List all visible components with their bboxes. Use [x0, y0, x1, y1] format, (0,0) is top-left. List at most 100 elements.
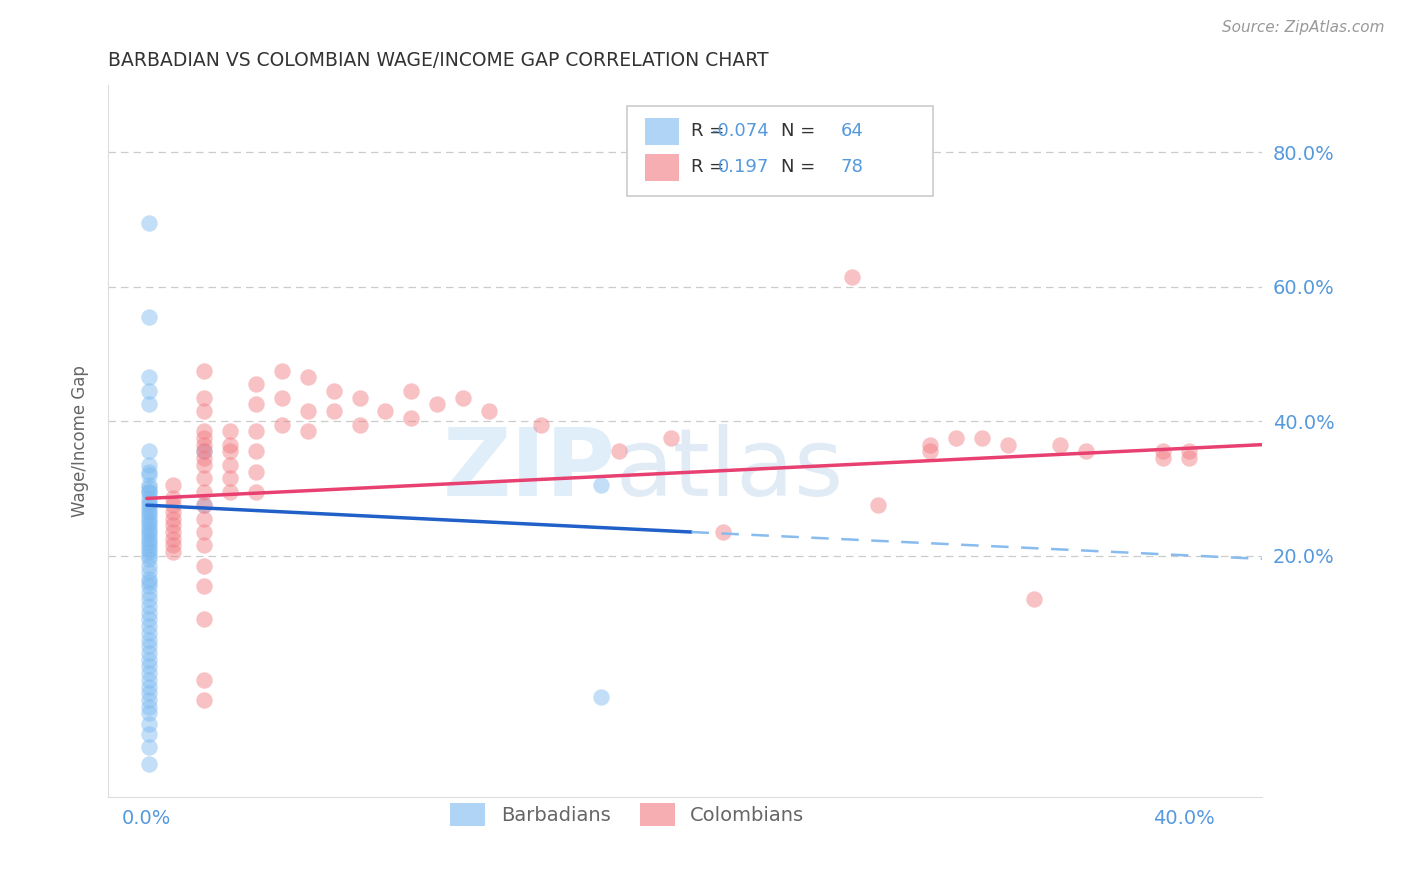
Point [218, 484, 240, 499]
Point [426, 397, 449, 411]
Point [138, 566, 160, 580]
Point [193, 558, 215, 573]
Point [138, 467, 160, 482]
Point [193, 404, 215, 418]
Point [138, 673, 160, 687]
Point [374, 404, 396, 418]
Point [245, 484, 267, 499]
FancyBboxPatch shape [627, 106, 934, 195]
Point [401, 384, 423, 398]
Point [162, 498, 184, 512]
Legend: Barbadians, Colombians: Barbadians, Colombians [443, 795, 813, 834]
Point [193, 579, 215, 593]
Point [162, 539, 184, 553]
Point [193, 524, 215, 539]
Text: 0.197: 0.197 [718, 158, 769, 176]
Point [162, 478, 184, 492]
Text: R =: R = [690, 158, 730, 176]
Text: 78: 78 [841, 158, 863, 176]
Point [218, 437, 240, 451]
Point [138, 686, 160, 700]
Point [589, 690, 612, 704]
Point [138, 216, 160, 230]
Point [1152, 451, 1174, 466]
FancyBboxPatch shape [644, 153, 679, 180]
Point [138, 612, 160, 626]
Point [138, 632, 160, 647]
Point [138, 535, 160, 549]
Point [218, 471, 240, 485]
Point [245, 397, 267, 411]
Point [162, 524, 184, 539]
Point [945, 431, 967, 445]
Point [138, 706, 160, 721]
Point [138, 478, 160, 492]
Point [162, 505, 184, 519]
Point [138, 528, 160, 542]
Point [193, 437, 215, 451]
Point [138, 646, 160, 660]
Point [1022, 592, 1045, 607]
Point [138, 444, 160, 458]
Point [193, 391, 215, 405]
Point [138, 693, 160, 707]
Point [138, 558, 160, 573]
FancyBboxPatch shape [644, 118, 679, 145]
Point [530, 417, 553, 432]
Point [138, 659, 160, 673]
Point [218, 458, 240, 472]
Point [138, 666, 160, 681]
Point [193, 484, 215, 499]
Point [970, 431, 993, 445]
Point [138, 625, 160, 640]
Point [193, 451, 215, 466]
Point [841, 269, 863, 284]
Point [138, 384, 160, 398]
Point [162, 532, 184, 546]
Point [193, 539, 215, 553]
Point [297, 370, 319, 384]
Point [193, 673, 215, 687]
Point [138, 518, 160, 533]
Point [138, 508, 160, 523]
Point [193, 498, 215, 512]
Point [193, 693, 215, 707]
Point [245, 424, 267, 438]
Point [868, 498, 890, 512]
Point [138, 585, 160, 599]
Point [193, 444, 215, 458]
Point [918, 437, 941, 451]
Point [138, 310, 160, 324]
Point [322, 384, 344, 398]
Point [607, 444, 630, 458]
Point [138, 498, 160, 512]
Point [138, 740, 160, 755]
Point [193, 458, 215, 472]
Point [138, 532, 160, 546]
Point [138, 653, 160, 667]
Text: ZIP: ZIP [443, 424, 616, 516]
Point [162, 511, 184, 525]
Point [138, 484, 160, 499]
Point [997, 437, 1019, 451]
Point [138, 481, 160, 495]
Point [138, 539, 160, 553]
Text: BARBADIAN VS COLOMBIAN WAGE/INCOME GAP CORRELATION CHART: BARBADIAN VS COLOMBIAN WAGE/INCOME GAP C… [108, 51, 769, 70]
Text: -0.074: -0.074 [711, 122, 769, 140]
Point [478, 404, 501, 418]
Text: N =: N = [780, 122, 821, 140]
Point [138, 522, 160, 536]
Point [218, 444, 240, 458]
Point [245, 465, 267, 479]
Point [138, 680, 160, 694]
Point [245, 377, 267, 392]
Point [193, 498, 215, 512]
Point [138, 756, 160, 771]
Point [162, 491, 184, 506]
Point [138, 619, 160, 633]
Point [138, 501, 160, 516]
Point [138, 579, 160, 593]
Point [589, 478, 612, 492]
Point [451, 391, 474, 405]
Point [193, 444, 215, 458]
